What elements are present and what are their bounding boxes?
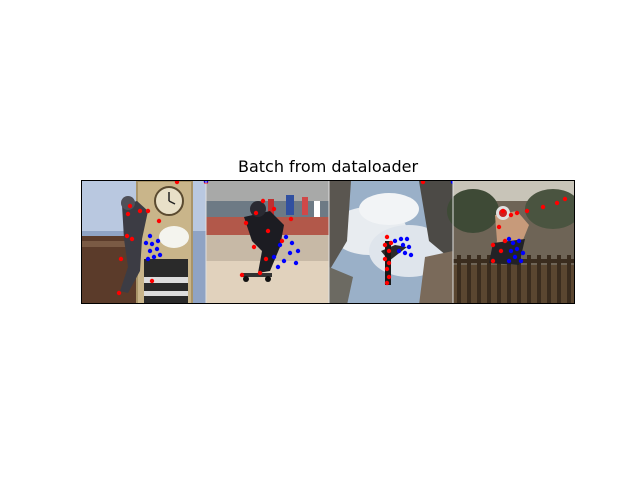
keypoints-blue-4	[506, 236, 526, 264]
keypoints-blue-2	[203, 181, 301, 270]
keypoints-blue-1	[143, 233, 163, 262]
image-grid-axes	[81, 180, 575, 304]
image-grid	[82, 181, 574, 303]
batch-image-1	[82, 181, 206, 303]
batch-image-3	[329, 181, 456, 303]
batch-image-4	[447, 181, 574, 303]
figure-title: Batch from dataloader	[237, 157, 419, 176]
keypoints-red-1	[116, 181, 180, 296]
batch-image-2	[203, 181, 329, 303]
keypoints-red-4	[490, 196, 568, 264]
keypoints-red-3	[382, 181, 426, 286]
